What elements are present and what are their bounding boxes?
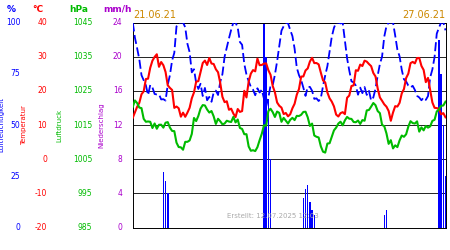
Text: -20: -20 — [35, 223, 47, 232]
Bar — [268, 100, 269, 228]
Text: °C: °C — [33, 5, 44, 14]
Bar — [162, 172, 164, 228]
Text: 20: 20 — [113, 52, 122, 61]
Bar — [309, 202, 310, 228]
Bar — [441, 74, 442, 228]
Text: 0: 0 — [42, 155, 47, 164]
Text: 75: 75 — [10, 69, 20, 78]
Text: 20: 20 — [38, 86, 47, 95]
Text: 985: 985 — [78, 223, 92, 232]
Bar — [266, 57, 267, 228]
Text: mm/h: mm/h — [104, 5, 132, 14]
Bar — [167, 193, 168, 228]
Bar — [442, 125, 444, 228]
Text: 8: 8 — [117, 155, 122, 164]
Bar — [165, 180, 166, 228]
Text: 50: 50 — [10, 120, 20, 130]
Text: 100: 100 — [6, 18, 20, 27]
Text: 1015: 1015 — [73, 120, 92, 130]
Text: Luftfeuchtigkeit: Luftfeuchtigkeit — [0, 98, 4, 152]
Bar — [311, 210, 313, 228]
Bar — [386, 210, 387, 228]
Bar — [302, 198, 304, 228]
Text: 40: 40 — [37, 18, 47, 27]
Text: %: % — [7, 5, 16, 14]
Bar — [438, 40, 440, 228]
Text: 25: 25 — [11, 172, 20, 181]
Bar — [263, 22, 265, 228]
Text: 21.06.21: 21.06.21 — [133, 10, 176, 20]
Text: hPa: hPa — [69, 5, 88, 14]
Bar — [445, 176, 446, 228]
Text: 27.06.21: 27.06.21 — [402, 10, 446, 20]
Bar — [383, 215, 385, 228]
Text: 24: 24 — [113, 18, 122, 27]
Text: Temperatur: Temperatur — [21, 105, 27, 145]
Bar — [305, 189, 306, 228]
Text: 1005: 1005 — [73, 155, 92, 164]
Text: 995: 995 — [77, 189, 92, 198]
Text: 4: 4 — [117, 189, 122, 198]
Bar — [314, 215, 315, 228]
Bar — [270, 159, 271, 228]
Text: 1045: 1045 — [73, 18, 92, 27]
Text: Luftdruck: Luftdruck — [56, 108, 63, 142]
Text: 1035: 1035 — [73, 52, 92, 61]
Text: 1025: 1025 — [73, 86, 92, 95]
Text: 12: 12 — [113, 120, 122, 130]
Bar — [307, 185, 309, 228]
Text: Niederschlag: Niederschlag — [99, 102, 105, 148]
Text: 0: 0 — [117, 223, 122, 232]
Text: 10: 10 — [38, 120, 47, 130]
Text: -10: -10 — [35, 189, 47, 198]
Text: 30: 30 — [37, 52, 47, 61]
Text: 16: 16 — [113, 86, 122, 95]
Text: Erstellt: 12.07.2025 12:03: Erstellt: 12.07.2025 12:03 — [226, 213, 318, 219]
Text: 0: 0 — [15, 223, 20, 232]
